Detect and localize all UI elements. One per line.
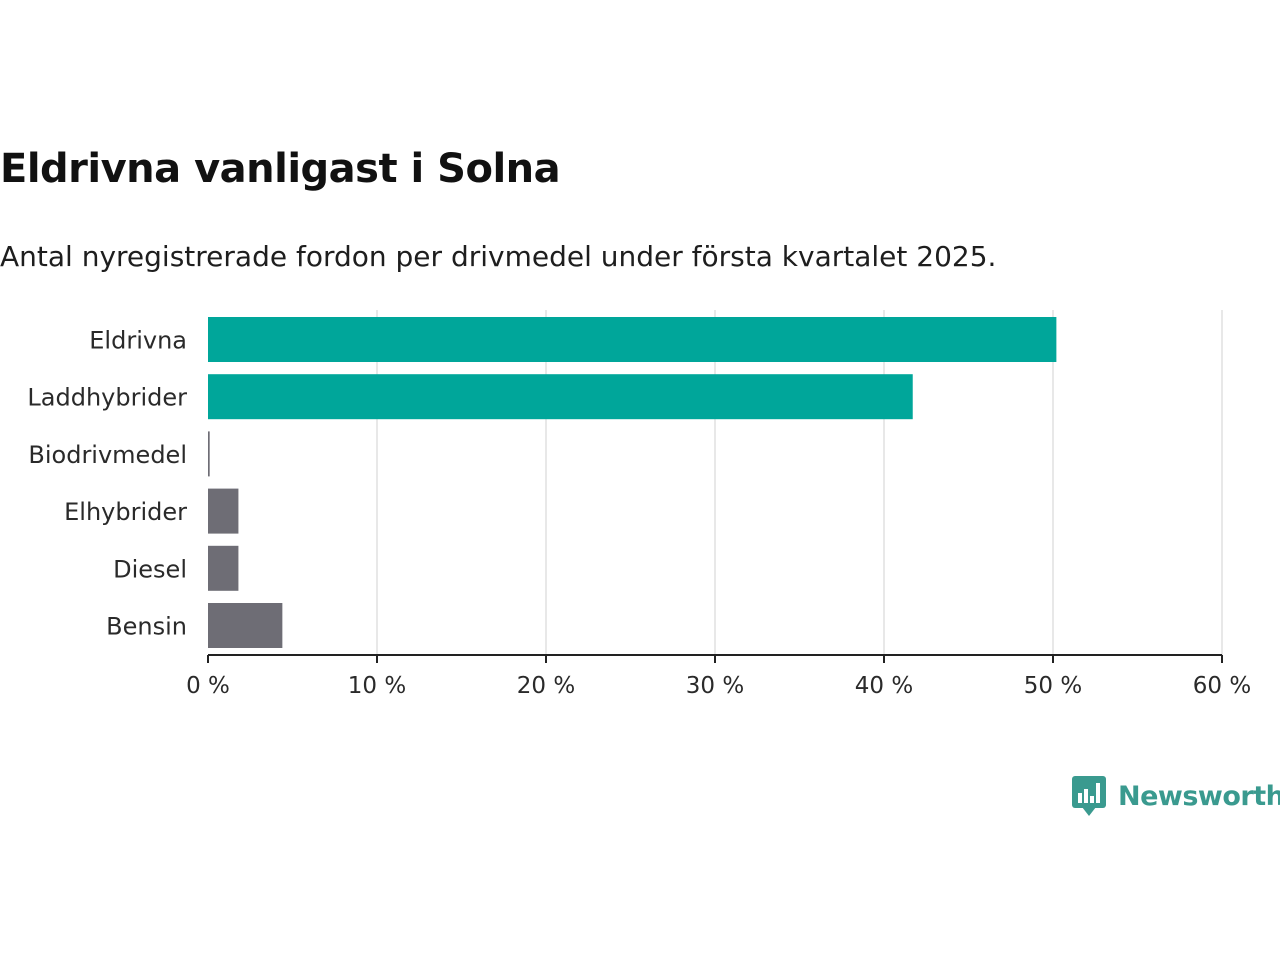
category-label-elhybrider: Elhybrider (64, 498, 187, 526)
chart-title: Eldrivna vanligast i Solna (0, 146, 561, 192)
category-labels: Eldrivna Laddhybrider Biodrivmedel Elhybrid… (27, 327, 187, 641)
category-label-eldrivna: Eldrivna (89, 327, 187, 355)
bar-chart: Eldrivna Laddhybrider Biodrivmedel Elhybrid… (27, 310, 1251, 699)
x-tick-label-30: 30 % (686, 673, 744, 699)
chart-subtitle: Antal nyregistrerade fordon per drivmede… (0, 240, 997, 273)
logo-text: Newsworthy (1118, 780, 1280, 812)
bar-biodrivmedel (208, 431, 210, 477)
category-label-laddhybrider: Laddhybrider (27, 384, 187, 412)
x-tick-label-10: 10 % (348, 673, 406, 699)
bar-elhybrider (208, 488, 239, 534)
x-axis: 0 % 10 % 20 % 30 % 40 % 50 % 60 % (186, 654, 1251, 699)
x-tick-label-0: 0 % (186, 673, 230, 699)
x-tick-label-40: 40 % (855, 673, 913, 699)
newsworthy-logo: Newsworthy (1072, 776, 1280, 816)
category-label-diesel: Diesel (113, 555, 187, 583)
bar-chart-speech-bubble-icon (1072, 776, 1106, 816)
x-tick-label-20: 20 % (517, 673, 575, 699)
bar-bensin (208, 603, 283, 648)
bar-laddhybrider (208, 374, 913, 420)
x-tick-label-60: 60 % (1193, 673, 1251, 699)
bar-eldrivna (208, 317, 1057, 362)
x-tick-label-50: 50 % (1024, 673, 1082, 699)
gridlines (376, 310, 1223, 655)
category-label-biodrivmedel: Biodrivmedel (28, 441, 187, 469)
category-label-bensin: Bensin (106, 613, 187, 641)
bars (208, 317, 1057, 648)
bar-diesel (208, 545, 239, 591)
